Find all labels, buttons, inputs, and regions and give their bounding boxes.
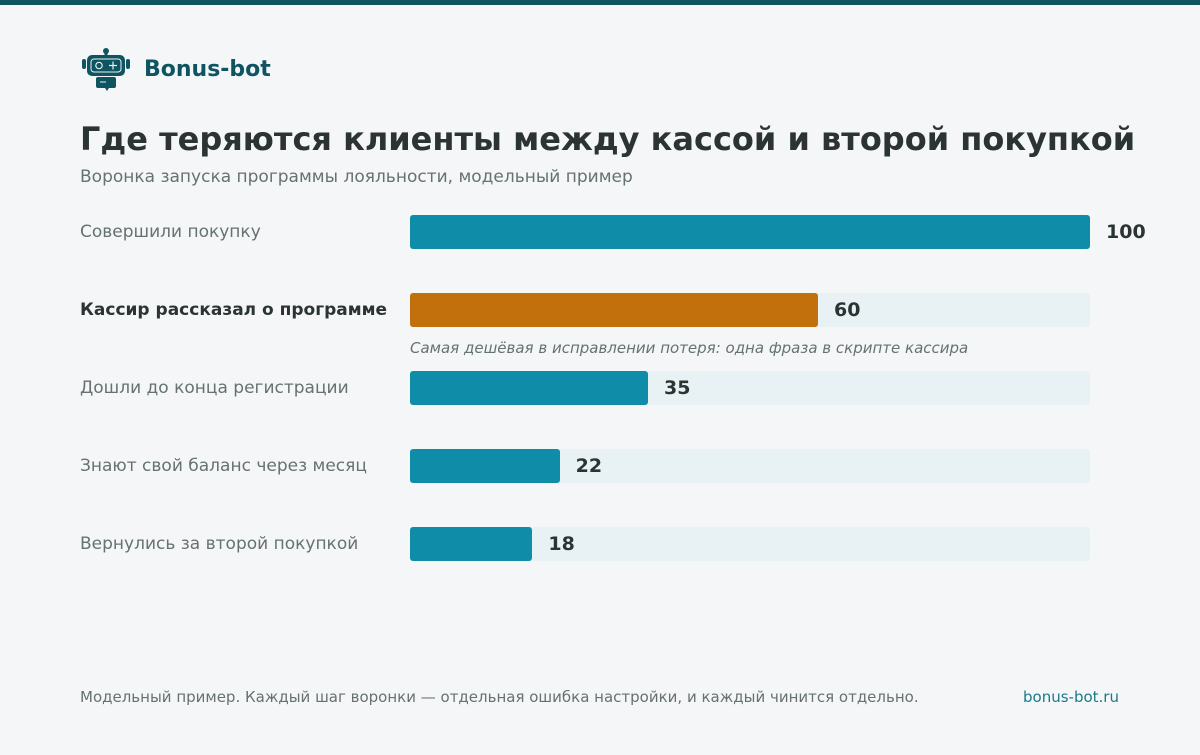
value-label: 18 [548,533,575,555]
category-label: Вернулись за второй покупкой [80,534,359,554]
funnel-bar [410,293,818,327]
category-label: Знают свой баланс через месяц [80,456,367,476]
category-label: Совершили покупку [80,222,261,242]
category-label: Кассир рассказал о программе [80,300,388,320]
value-label: 60 [834,299,861,321]
brand-name: Bonus-bot [144,56,271,82]
brand: Bonus-bot [80,46,271,92]
value-label: 100 [1106,221,1146,243]
footnote: Модельный пример. Каждый шаг воронки — о… [80,688,919,706]
funnel-bar [410,215,1090,249]
annotation: Самая дешёвая в исправлении потеря: одна… [410,339,969,357]
robot-icon [82,48,130,91]
funnel-bar [410,527,533,561]
funnel-bar [410,371,648,405]
value-label: 22 [575,455,603,477]
category-label: Дошли до конца регистрации [80,378,349,398]
top-accent-bar [0,0,1200,5]
site-link[interactable]: bonus-bot.ru [1023,688,1119,706]
page-title: Где теряются клиенты между кассой и втор… [80,120,1136,158]
funnel-bar [410,449,560,483]
page-subtitle: Воронка запуска программы лояльности, мо… [80,167,633,187]
value-label: 35 [664,377,691,399]
